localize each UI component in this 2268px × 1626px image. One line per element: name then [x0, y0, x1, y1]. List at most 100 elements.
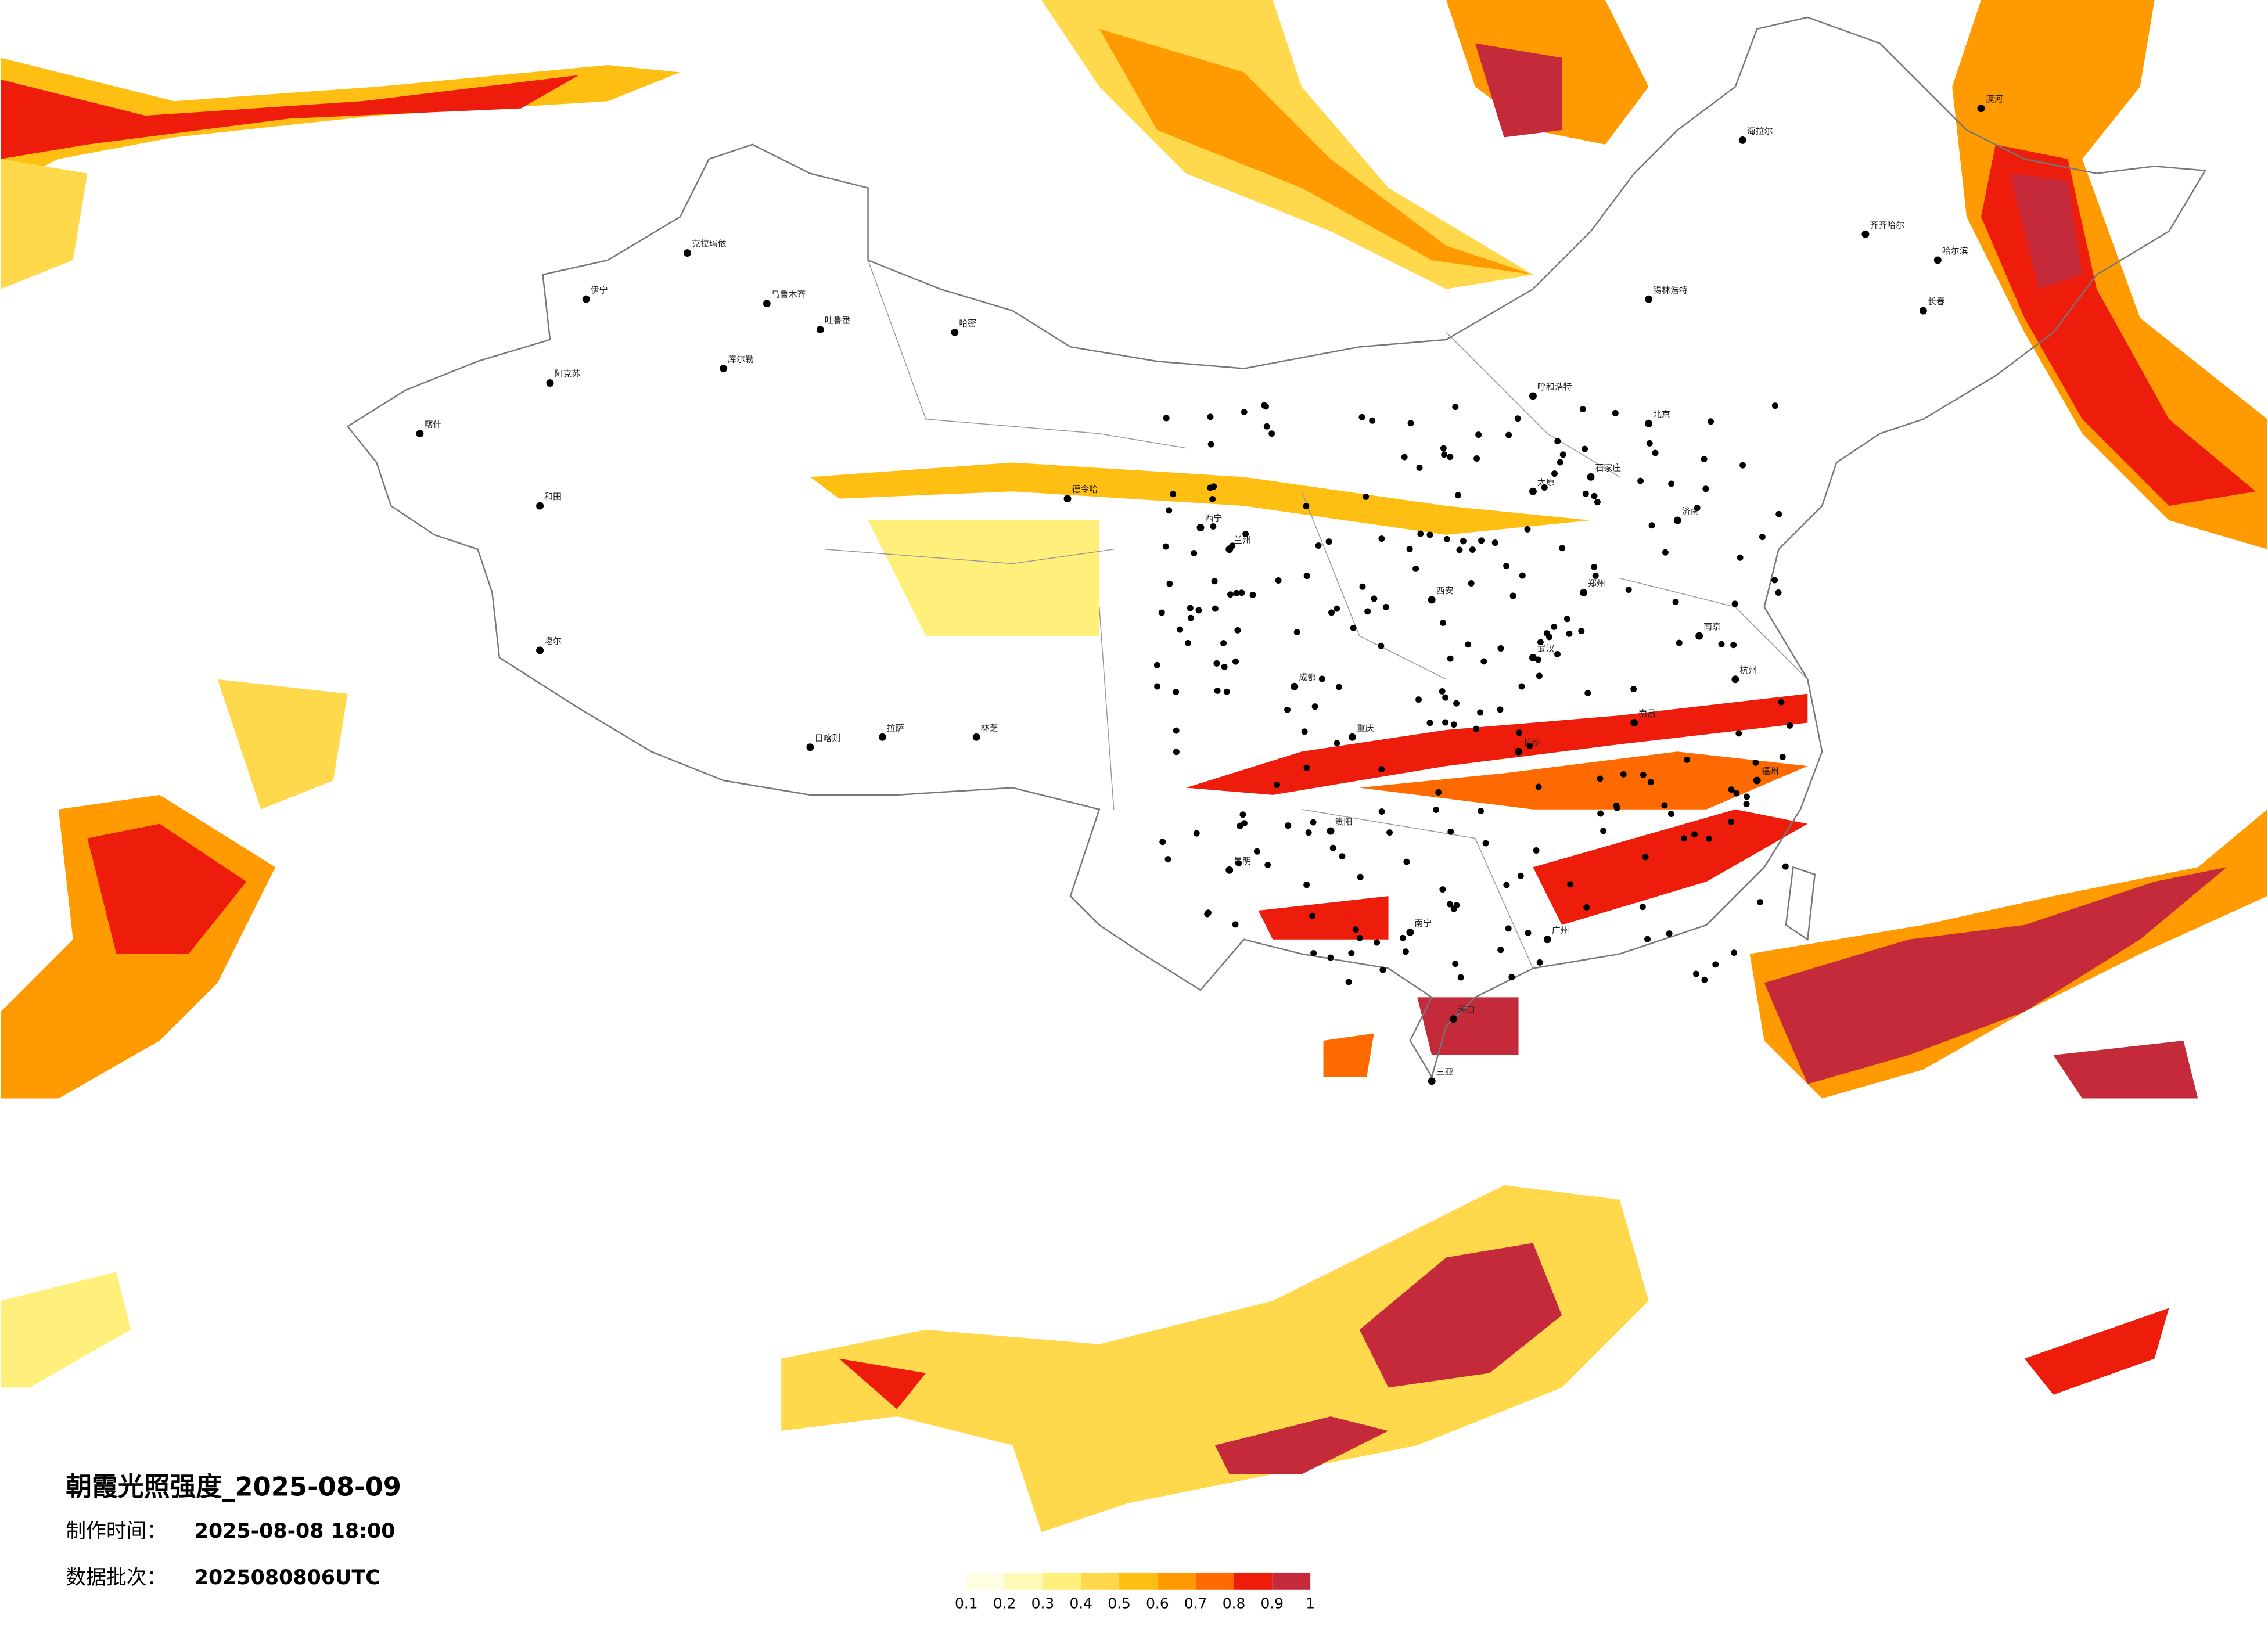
city-dot — [1861, 230, 1870, 238]
city-dot — [1428, 596, 1436, 604]
city-dot — [1645, 419, 1653, 427]
station-dot — [1708, 418, 1715, 425]
city-label: 南宁 — [1414, 918, 1432, 928]
station-dot — [1692, 970, 1699, 977]
station-dot — [1612, 409, 1619, 416]
city-dot — [1933, 256, 1942, 264]
legend-tick-label: 1 — [1306, 1595, 1315, 1612]
station-dot — [1415, 696, 1422, 703]
legend-swatch — [1157, 1572, 1196, 1590]
legend-tick-label: 0.8 — [1223, 1595, 1246, 1612]
station-dot — [1407, 420, 1414, 427]
station-dot — [1591, 492, 1598, 499]
station-dot — [1712, 961, 1719, 968]
legend-swatch — [1004, 1572, 1043, 1590]
station-dot — [1642, 854, 1649, 861]
station-dot — [1356, 934, 1363, 941]
station-dot — [1661, 802, 1668, 809]
station-dot — [1706, 836, 1713, 843]
city-label: 伊宁 — [591, 285, 608, 295]
station-dot — [1209, 495, 1216, 502]
station-dot — [1363, 493, 1370, 500]
heat-area — [1359, 1243, 1562, 1388]
city-dot — [878, 733, 886, 741]
station-dot — [1702, 485, 1709, 492]
station-dot — [1478, 537, 1485, 544]
legend-tick-label: 0.3 — [1031, 1595, 1055, 1612]
city-dot — [1063, 495, 1072, 503]
station-dot — [1193, 830, 1200, 837]
city-dot — [1348, 733, 1356, 741]
station-dot — [1435, 789, 1442, 796]
station-dot — [1309, 912, 1316, 919]
station-dot — [1559, 451, 1566, 458]
station-dot — [1535, 783, 1542, 790]
station-dot — [1491, 539, 1498, 546]
station-dot — [1551, 623, 1558, 630]
station-dot — [1170, 491, 1177, 498]
station-dot — [1652, 449, 1659, 456]
station-dot — [1426, 531, 1433, 538]
station-dot — [1357, 873, 1364, 880]
station-dot — [1221, 663, 1228, 670]
station-dot — [1597, 775, 1604, 782]
city-dot — [683, 249, 691, 257]
station-dot — [1310, 819, 1317, 826]
city-dot — [806, 743, 814, 751]
station-dot — [1730, 642, 1737, 649]
city-label: 海拉尔 — [1747, 125, 1773, 136]
station-dot — [1358, 413, 1365, 420]
station-dot — [1775, 510, 1782, 517]
heat-area — [2010, 173, 2083, 289]
station-dot — [1778, 699, 1785, 706]
station-dot — [1524, 526, 1531, 533]
city-label: 武汉 — [1537, 643, 1555, 654]
city-dot — [763, 300, 771, 308]
station-dot — [1220, 640, 1227, 647]
station-dot — [1744, 793, 1751, 800]
station-dot — [1374, 939, 1381, 946]
station-dot — [1345, 979, 1352, 985]
station-dot — [1440, 619, 1447, 626]
station-dot — [1701, 976, 1708, 983]
station-dot — [1210, 523, 1217, 530]
station-dot — [1301, 728, 1308, 735]
legend-tick-label: 0.7 — [1184, 1595, 1207, 1612]
map-title: 朝霞光照强度_2025-08-09 — [66, 1472, 401, 1502]
heat-area — [1323, 1033, 1374, 1077]
heat-area — [781, 1185, 1649, 1533]
station-dot — [1187, 614, 1194, 621]
station-dot — [1537, 639, 1544, 646]
station-dot — [1667, 811, 1674, 817]
city-label: 长春 — [1928, 296, 1945, 307]
heat-area — [868, 520, 1099, 636]
legend-swatch — [1234, 1572, 1273, 1590]
heat-area — [1, 1272, 131, 1388]
city-label: 石家庄 — [1595, 462, 1621, 473]
station-dot — [1417, 530, 1424, 537]
city-dot — [1738, 136, 1746, 144]
station-dot — [1443, 535, 1450, 542]
station-dot — [1728, 818, 1735, 825]
station-dot — [1503, 563, 1510, 570]
station-dot — [1525, 930, 1532, 937]
station-dot — [1534, 656, 1541, 663]
station-dot — [1233, 589, 1240, 596]
heat-area — [87, 823, 247, 954]
station-dot — [1554, 650, 1561, 657]
station-dot — [1737, 554, 1744, 561]
heat-area — [1764, 867, 2227, 1084]
station-dot — [1684, 756, 1690, 763]
station-dot — [1465, 641, 1472, 648]
province-border — [824, 260, 1808, 969]
heat-area — [1214, 1416, 1389, 1474]
station-dot — [1318, 675, 1325, 682]
station-dot — [1212, 605, 1219, 612]
station-dot — [1162, 543, 1169, 550]
legend-swatch — [1195, 1572, 1234, 1590]
station-dot — [1517, 872, 1524, 879]
station-dot — [1211, 578, 1218, 585]
legend-tick-label: 0.4 — [1069, 1595, 1092, 1612]
station-dot — [1223, 688, 1230, 695]
